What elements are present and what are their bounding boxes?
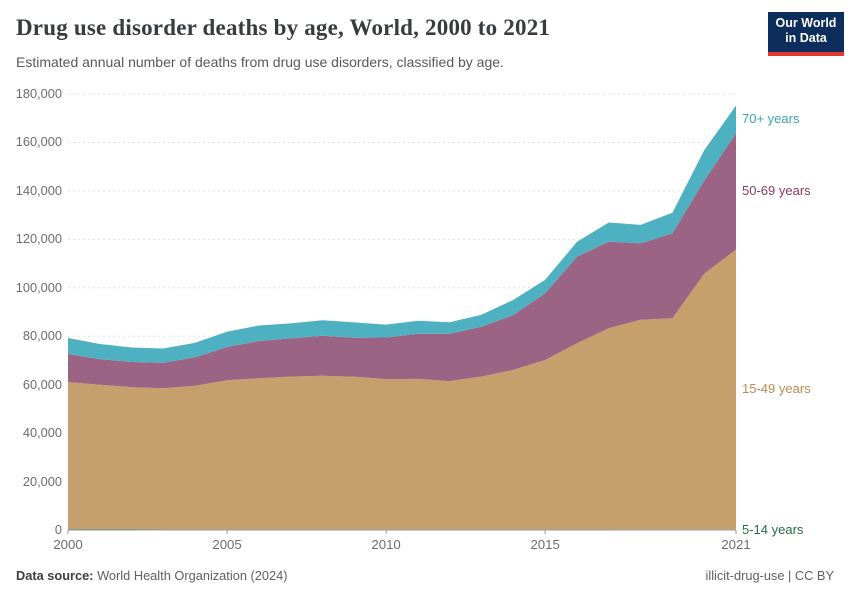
y-tick-label: 120,000 (15, 231, 62, 247)
x-tick-label: 2000 (53, 537, 83, 552)
owid-logo: Our World in Data (768, 12, 844, 56)
chart-subtitle: Estimated annual number of deaths from d… (16, 54, 504, 70)
area-series-50-69-years[interactable] (68, 133, 736, 389)
area-series-70+-years[interactable] (68, 105, 736, 363)
x-tick-label: 2010 (371, 537, 401, 552)
y-tick-label: 0 (54, 522, 62, 537)
license-link[interactable]: illicit-drug-use | CC BY (705, 568, 834, 583)
y-tick-label: 60,000 (22, 376, 62, 392)
y-tick-label: 20,000 (22, 473, 62, 489)
data-source-label: Data source: (16, 568, 94, 583)
data-source-value: World Health Organization (2024) (93, 568, 288, 583)
series-label-70+-years[interactable]: 70+ years (742, 111, 800, 127)
x-tick-label: 2021 (721, 537, 751, 552)
owid-logo-line1: Our World (775, 16, 837, 30)
area-series-15-49-years[interactable] (68, 249, 736, 530)
y-tick-label: 180,000 (15, 86, 62, 101)
series-label-15-49-years[interactable]: 15-49 years (742, 381, 811, 397)
data-source: Data source: World Health Organization (… (16, 568, 287, 583)
y-tick-label: 100,000 (15, 279, 62, 295)
owid-logo-line2: in Data (785, 31, 827, 45)
x-tick-label: 2005 (212, 537, 242, 552)
series-label-50-69-years[interactable]: 50-69 years (742, 183, 811, 199)
y-tick-label: 160,000 (15, 134, 62, 150)
y-tick-label: 80,000 (22, 328, 62, 344)
y-tick-label: 40,000 (22, 425, 62, 441)
page-title: Drug use disorder deaths by age, World, … (16, 15, 551, 40)
series-label-5-14-years[interactable]: 5-14 years (742, 521, 804, 537)
y-tick-label: 140,000 (15, 182, 62, 198)
x-tick-label: 2015 (530, 537, 560, 552)
